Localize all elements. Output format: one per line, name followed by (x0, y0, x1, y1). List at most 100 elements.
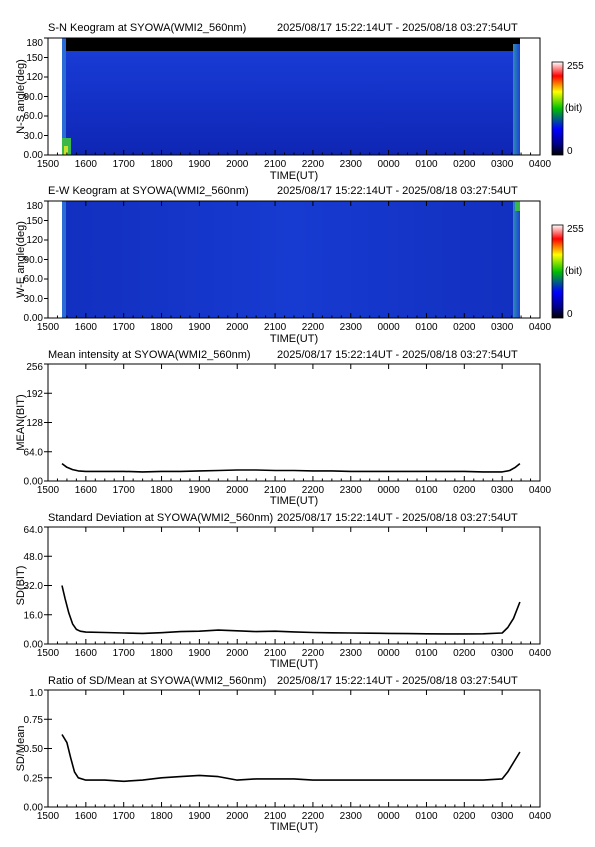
xtick-label: 2300 (340, 485, 363, 496)
xtick-label: 0100 (415, 485, 438, 496)
ytick-label: 64.0 (24, 447, 44, 458)
xtick-label: 0300 (491, 322, 514, 333)
xtick-label: 2300 (340, 648, 363, 659)
xtick-label: 2000 (226, 485, 249, 496)
xtick-label: 0300 (491, 159, 514, 170)
ytick-label: 16.0 (24, 610, 44, 621)
xtick-label: 2200 (302, 159, 325, 170)
xtick-label: 1900 (188, 159, 211, 170)
ytick-label: 64.0 (24, 525, 44, 536)
xtick-label: 0100 (415, 811, 438, 822)
ytick-label: 0.50 (24, 744, 44, 755)
sn-colorbar-min: 0 (567, 146, 573, 157)
ytick-label: 0.25 (24, 773, 44, 784)
xtick-label: 2100 (264, 322, 287, 333)
sd-mean-ratio-panel: Ratio of SD/Mean at SYOWA(WMI2_560nm) 20… (15, 675, 552, 833)
xaxis: 1500 1600 1700 1800 1900 2000 2100 2200 2300 0000… (37, 690, 552, 822)
xtick-label: 2000 (226, 811, 249, 822)
std-dev-title: Standard Deviation at SYOWA(WMI2_560nm) (48, 512, 273, 524)
xtick-label: 1700 (113, 811, 136, 822)
xtick-label: 1600 (75, 322, 98, 333)
sn-keogram-image (62, 38, 520, 155)
sn-ytick-label: 0.00 (24, 150, 44, 161)
xtick-label: 0100 (415, 322, 438, 333)
sd-mean-ratio-ylabel: SD/Mean (15, 726, 27, 772)
ew-ytick-label: 0.00 (24, 313, 44, 324)
xtick-label: 1700 (113, 485, 136, 496)
xtick-label: 0100 (415, 159, 438, 170)
mean-intensity-panel: Mean intensity at SYOWA(WMI2_560nm) 2025… (15, 349, 552, 507)
ew-colorbar-unit: (bit) (565, 266, 582, 277)
ytick-label: 128 (26, 418, 43, 429)
std-dev-time-range: 2025/08/17 15:22:14UT - 2025/08/18 03:27… (277, 512, 518, 524)
ytick-label: 256 (26, 362, 43, 373)
ew-colorbar-scale (551, 224, 564, 319)
xtick-label: 1800 (150, 322, 173, 333)
ew-keogram-panel: E-W Keogram at SYOWA(WMI2_560nm) 2025/08… (15, 185, 584, 345)
ytick-label: 48.0 (24, 552, 44, 563)
xtick-label: 2100 (264, 648, 287, 659)
xtick-label: 2300 (340, 159, 363, 170)
xtick-label: 1600 (75, 648, 98, 659)
ytick-label: 32.0 (24, 581, 44, 592)
std-dev-panel: Standard Deviation at SYOWA(WMI2_560nm) … (15, 512, 552, 670)
xtick-label: 2000 (226, 159, 249, 170)
xtick-label: 2000 (226, 648, 249, 659)
xtick-label: 0200 (453, 648, 476, 659)
xtick-label: 1800 (150, 648, 173, 659)
sn-keogram-trailing-edge (513, 44, 520, 155)
ytick-label: 1.0 (29, 688, 43, 699)
xtick-label: 1600 (75, 811, 98, 822)
sn-ytick-label: 60.0 (24, 111, 44, 122)
xtick-label: 0300 (491, 485, 514, 496)
ew-ytick-label: 90.0 (24, 255, 44, 266)
xtick-label: 1800 (150, 485, 173, 496)
ytick-label: 0.75 (24, 715, 44, 726)
sn-keogram-panel: S-N Keogram at SYOWA(WMI2_560nm) 2025/08… (15, 22, 584, 182)
xtick-label: 1500 (37, 485, 60, 496)
sn-keogram-corner-bright (64, 146, 68, 155)
xtick-label: 2100 (264, 811, 287, 822)
sn-keogram-title: S-N Keogram at SYOWA(WMI2_560nm) (48, 22, 246, 34)
ew-colorbar-min: 0 (567, 309, 573, 320)
ytick-label: 0.00 (24, 640, 44, 651)
xtick-label: 0300 (491, 811, 514, 822)
xtick-label: 1900 (188, 485, 211, 496)
xtick-label: 1900 (188, 322, 211, 333)
xtick-label: 1600 (75, 485, 98, 496)
mean-intensity-ylabel: MEAN(BIT) (15, 394, 27, 450)
sn-ytick-label: 150 (26, 53, 43, 64)
sn-keogram-dark-top-band (62, 38, 520, 51)
xtick-label: 1700 (113, 322, 136, 333)
xtick-label: 1600 (75, 159, 98, 170)
sd-mean-ratio-xlabel: TIME(UT) (270, 821, 318, 833)
xtick-label: 2200 (302, 648, 325, 659)
xtick-label: 1500 (37, 159, 60, 170)
series-line (61, 462, 521, 473)
xtick-label: 2200 (302, 322, 325, 333)
xtick-label: 0400 (529, 159, 552, 170)
ew-ytick-label: 150 (26, 216, 43, 227)
xtick-label: 2300 (340, 811, 363, 822)
series-line (61, 585, 521, 635)
sn-ytick-label: 90.0 (24, 92, 44, 103)
sd-mean-ratio-time-range: 2025/08/17 15:22:14UT - 2025/08/18 03:27… (277, 675, 518, 687)
xtick-label: 1500 (37, 811, 60, 822)
ew-keogram-xaxis: 1500 1600 1700 1800 1900 2000 2100 2200 2300 0000… (37, 201, 552, 333)
xtick-label: 0000 (377, 322, 400, 333)
xtick-label: 2100 (264, 159, 287, 170)
ew-keogram-corner-glow (515, 201, 520, 211)
xtick-label: 0200 (453, 811, 476, 822)
ew-colorbar-max: 255 (567, 224, 584, 235)
sd-mean-ratio-title: Ratio of SD/Mean at SYOWA(WMI2_560nm) (48, 675, 266, 687)
sn-keogram-xlabel: TIME(UT) (270, 170, 318, 182)
ew-keogram-leading-edge (62, 201, 66, 318)
xtick-label: 0200 (453, 322, 476, 333)
ytick-label: 0.00 (24, 477, 44, 488)
ew-keogram-trailing-edge (513, 201, 520, 318)
xtick-label: 1500 (37, 648, 60, 659)
sn-ytick-label: 30.0 (24, 131, 44, 142)
std-dev-xlabel: TIME(UT) (270, 658, 318, 670)
mean-intensity-xlabel: TIME(UT) (270, 495, 318, 507)
